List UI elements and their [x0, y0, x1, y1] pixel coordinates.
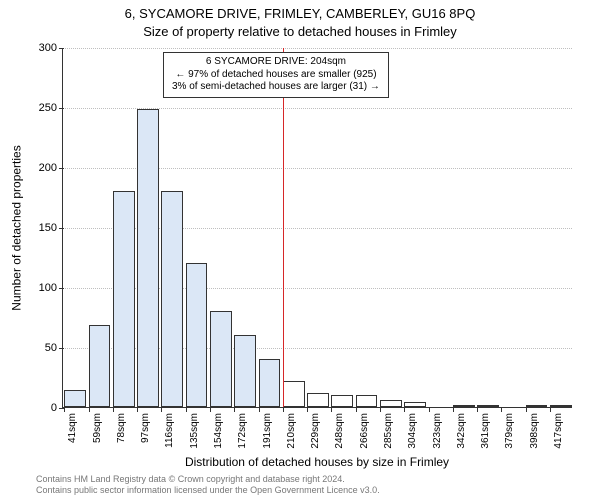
chart-title: 6, SYCAMORE DRIVE, FRIMLEY, CAMBERLEY, G…	[0, 6, 600, 21]
x-tick-mark	[186, 407, 187, 412]
plot-area: 05010015020025030041sqm59sqm78sqm97sqm11…	[62, 48, 572, 408]
x-tick-mark	[380, 407, 381, 412]
x-tick-mark	[356, 407, 357, 412]
x-tick-label: 135sqm	[189, 413, 200, 449]
histogram-bar	[331, 395, 353, 407]
x-tick-label: 379sqm	[504, 413, 515, 449]
x-tick-label: 285sqm	[383, 413, 394, 449]
x-tick-mark	[477, 407, 478, 412]
annotation-line: 6 SYCAMORE DRIVE: 204sqm	[172, 56, 380, 69]
annotation-line: 3% of semi-detached houses are larger (3…	[172, 81, 380, 94]
x-tick-mark	[89, 407, 90, 412]
histogram-bar	[113, 191, 135, 407]
x-tick-label: 191sqm	[262, 413, 273, 449]
histogram-bar	[477, 405, 499, 407]
x-tick-mark	[331, 407, 332, 412]
y-tick-label: 250	[39, 102, 63, 114]
x-tick-mark	[161, 407, 162, 412]
x-axis-label: Distribution of detached houses by size …	[62, 455, 572, 469]
y-tick-label: 150	[39, 222, 63, 234]
x-tick-label: 323sqm	[432, 413, 443, 449]
histogram-chart: 6, SYCAMORE DRIVE, FRIMLEY, CAMBERLEY, G…	[0, 0, 600, 500]
x-tick-mark	[283, 407, 284, 412]
footer-attribution: Contains HM Land Registry data © Crown c…	[36, 474, 380, 496]
x-tick-mark	[453, 407, 454, 412]
histogram-bar	[210, 311, 232, 407]
marker-line	[283, 48, 284, 407]
y-tick-label: 300	[39, 42, 63, 54]
y-axis-label: Number of detached properties	[10, 48, 24, 408]
x-tick-label: 116sqm	[164, 413, 175, 448]
histogram-bar	[259, 359, 281, 407]
x-tick-label: 398sqm	[529, 413, 540, 449]
histogram-bar	[550, 405, 572, 407]
x-tick-mark	[501, 407, 502, 412]
x-tick-label: 266sqm	[359, 413, 370, 449]
x-tick-label: 304sqm	[407, 413, 418, 449]
y-tick-label: 100	[39, 282, 63, 294]
annotation-box: 6 SYCAMORE DRIVE: 204sqm← 97% of detache…	[163, 52, 389, 98]
x-tick-mark	[526, 407, 527, 412]
x-tick-mark	[259, 407, 260, 412]
histogram-bar	[526, 405, 548, 407]
x-tick-label: 229sqm	[310, 413, 321, 449]
histogram-bar	[186, 263, 208, 407]
histogram-bar	[356, 395, 378, 407]
x-tick-label: 154sqm	[213, 413, 224, 449]
x-tick-label: 41sqm	[67, 413, 78, 443]
x-tick-label: 342sqm	[456, 413, 467, 449]
x-tick-mark	[550, 407, 551, 412]
x-tick-label: 59sqm	[92, 413, 103, 443]
histogram-bar	[89, 325, 111, 407]
histogram-bar	[161, 191, 183, 407]
histogram-bar	[283, 381, 305, 407]
histogram-bar	[64, 390, 86, 407]
x-tick-label: 361sqm	[480, 413, 491, 449]
x-tick-label: 97sqm	[140, 413, 151, 443]
x-tick-label: 172sqm	[237, 413, 248, 449]
annotation-line: ← 97% of detached houses are smaller (92…	[172, 69, 380, 82]
histogram-bar	[137, 109, 159, 407]
x-tick-mark	[429, 407, 430, 412]
histogram-bar	[234, 335, 256, 407]
histogram-bar	[404, 402, 426, 407]
chart-subtitle: Size of property relative to detached ho…	[0, 24, 600, 39]
footer-line-2: Contains public sector information licen…	[36, 485, 380, 496]
histogram-bar	[380, 400, 402, 407]
y-tick-label: 50	[45, 342, 63, 354]
histogram-bar	[307, 393, 329, 407]
footer-line-1: Contains HM Land Registry data © Crown c…	[36, 474, 380, 485]
x-tick-label: 210sqm	[286, 413, 297, 449]
y-tick-label: 0	[51, 402, 63, 414]
x-tick-mark	[210, 407, 211, 412]
x-tick-label: 248sqm	[334, 413, 345, 449]
x-tick-mark	[113, 407, 114, 412]
gridline	[63, 48, 572, 49]
x-tick-label: 78sqm	[116, 413, 127, 443]
x-tick-label: 417sqm	[553, 413, 564, 449]
x-tick-mark	[234, 407, 235, 412]
y-tick-label: 200	[39, 162, 63, 174]
x-tick-mark	[404, 407, 405, 412]
x-tick-mark	[307, 407, 308, 412]
histogram-bar	[453, 405, 475, 407]
x-tick-mark	[137, 407, 138, 412]
x-tick-mark	[64, 407, 65, 412]
